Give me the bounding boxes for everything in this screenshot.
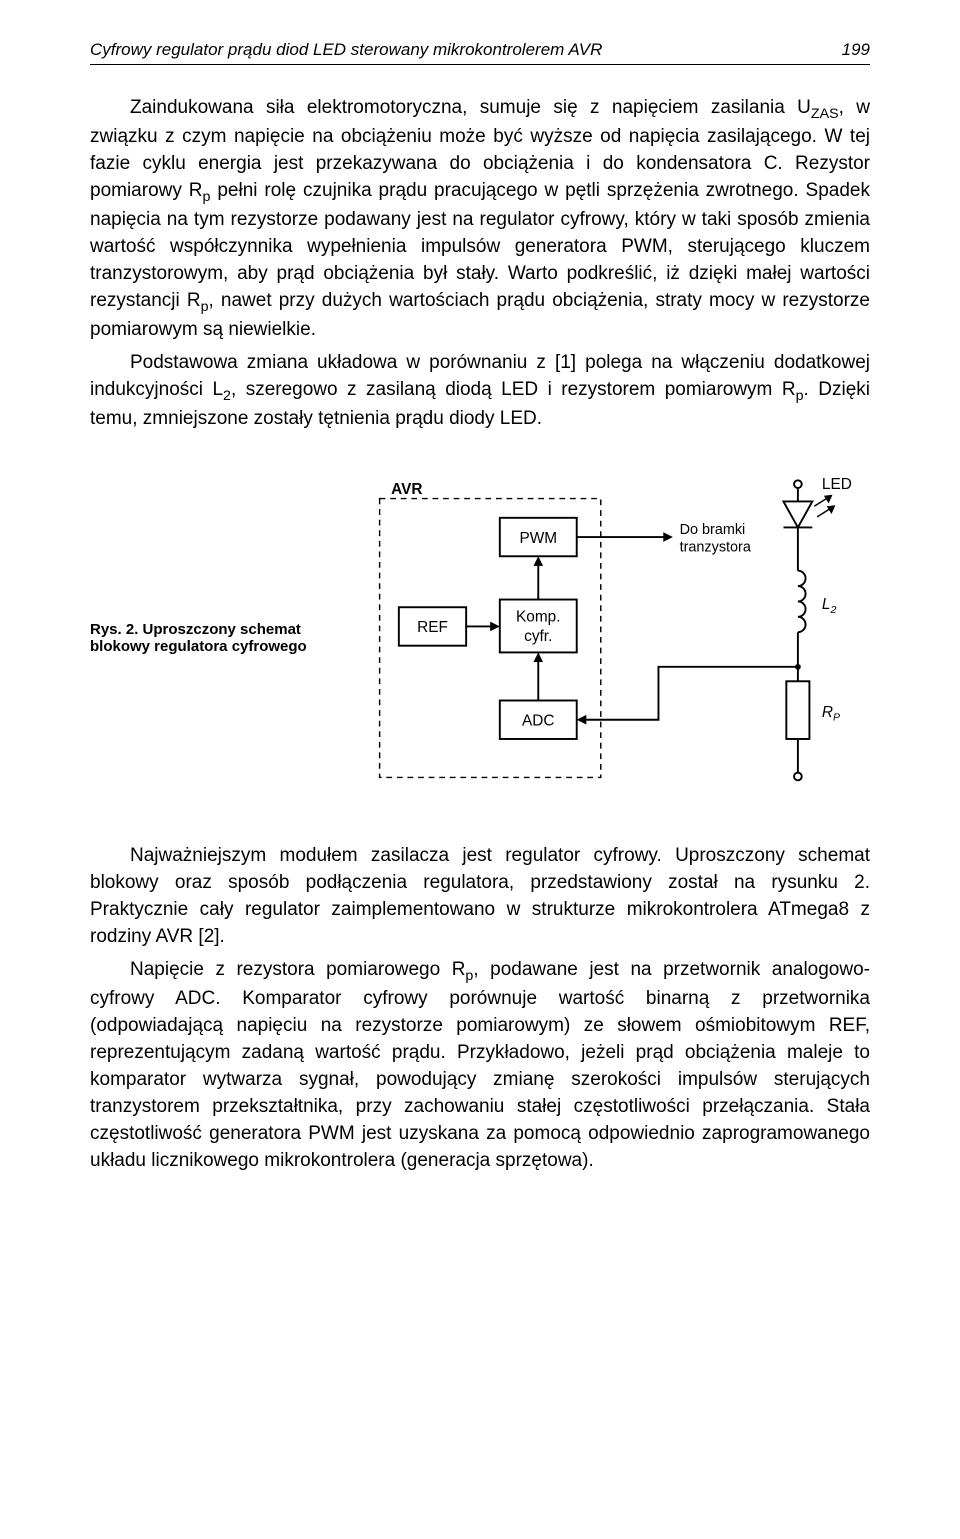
led-triangle-icon <box>783 501 812 527</box>
figure-diagram: AVR PWM Komp. cyfr. REF ADC <box>370 473 870 803</box>
bramka-label-2: tranzystora <box>680 539 752 555</box>
comparator-label-2: cyfr. <box>524 628 552 645</box>
pwm-label: PWM <box>519 530 557 547</box>
led-label: LED <box>822 476 852 493</box>
page: Cyfrowy regulator prądu diod LED sterowa… <box>0 0 960 1231</box>
running-header: Cyfrowy regulator prądu diod LED sterowa… <box>90 40 870 65</box>
bottom-node-icon <box>794 772 802 780</box>
resistor-icon <box>786 681 809 739</box>
comparator-label-1: Komp. <box>516 609 560 626</box>
running-title: Cyfrowy regulator prądu diod LED sterowa… <box>90 40 602 60</box>
bramka-label-1: Do bramki <box>680 522 746 538</box>
top-node-icon <box>794 480 802 488</box>
paragraph-2: Podstawowa zmiana układowa w porównaniu … <box>90 350 870 433</box>
paragraph-1: Zaindukowana siła elektromotoryczna, sum… <box>90 95 870 344</box>
page-number: 199 <box>842 40 870 60</box>
avr-label: AVR <box>391 481 422 498</box>
adc-label: ADC <box>522 712 554 729</box>
sense-wire <box>582 667 798 720</box>
figure-caption: Rys. 2. Uproszczony schemat blokowy regu… <box>90 621 370 655</box>
ref-label: REF <box>417 619 448 636</box>
block-diagram-svg: AVR PWM Komp. cyfr. REF ADC <box>370 473 870 803</box>
inductor-icon <box>798 571 806 633</box>
figure-2: Rys. 2. Uproszczony schemat blokowy regu… <box>90 473 870 803</box>
rp-label: RP <box>822 704 840 724</box>
paragraph-4: Napięcie z rezystora pomiarowego Rp, pod… <box>90 957 870 1175</box>
paragraph-3: Najważniejszym modułem zasilacza jest re… <box>90 843 870 951</box>
l2-label: L2 <box>822 596 837 616</box>
